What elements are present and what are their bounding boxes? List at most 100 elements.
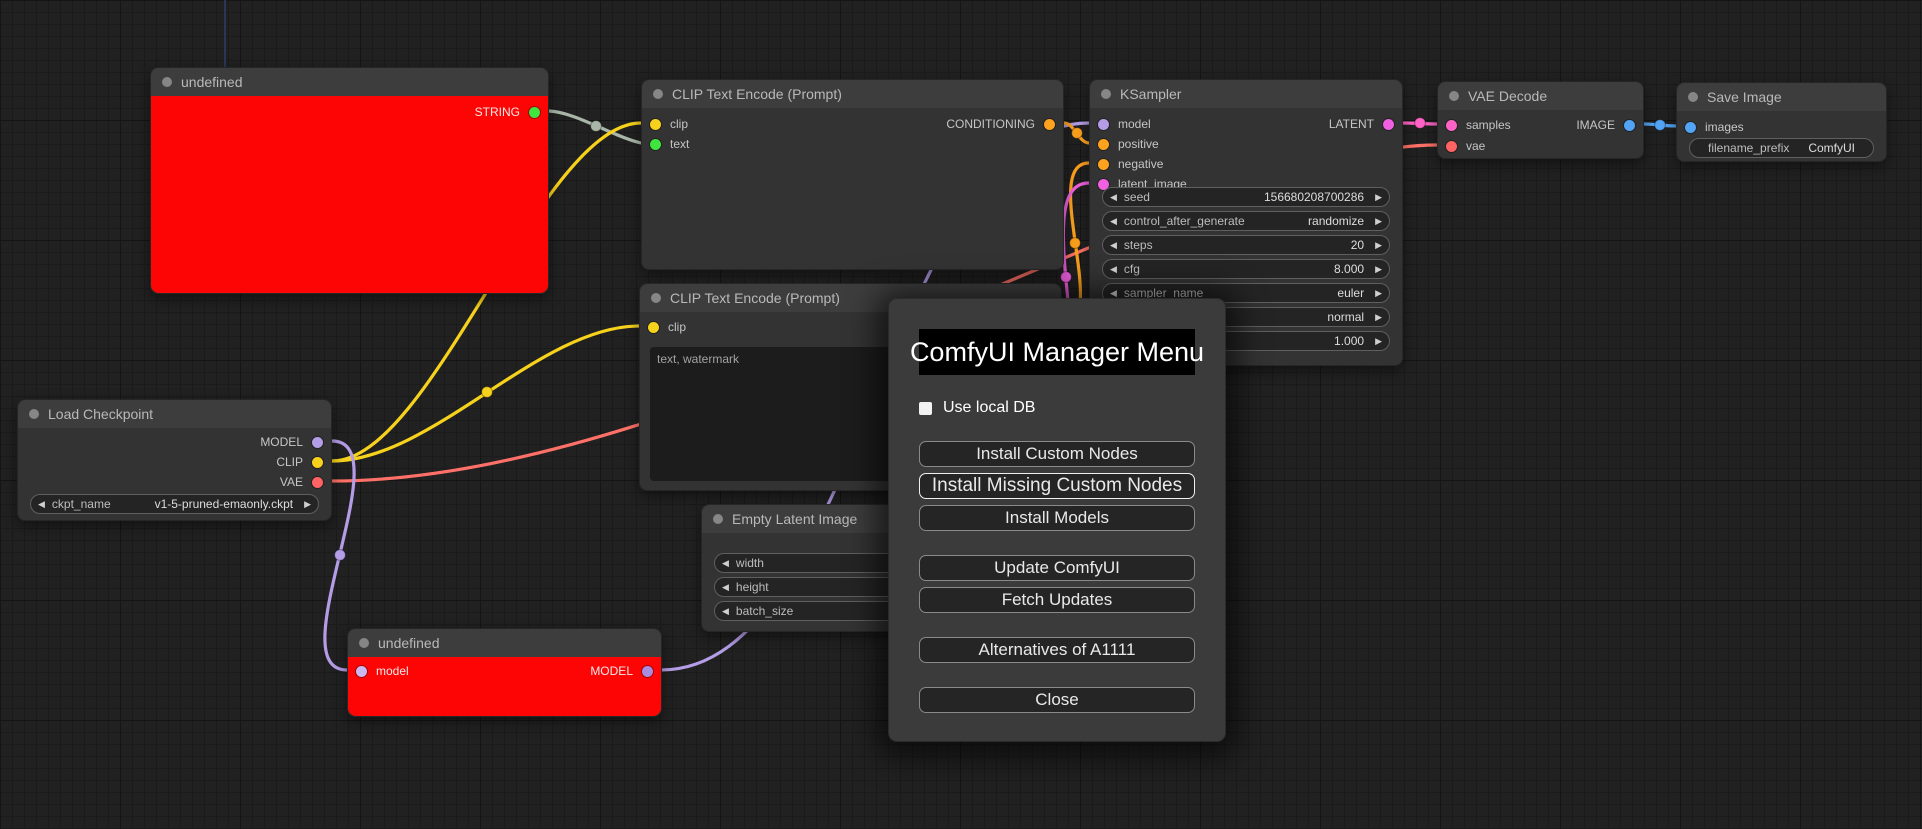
load-checkpoint-node-output-VAE[interactable]: VAE (18, 474, 331, 490)
output-port-dot[interactable] (642, 665, 653, 677)
vae-decode-node-output-IMAGE[interactable]: IMAGE (1438, 117, 1643, 133)
vae-decode-node-input-samples[interactable]: samples (1438, 117, 1643, 133)
widget-increment-icon[interactable]: ▶ (1375, 191, 1382, 202)
input-port-dot[interactable] (650, 138, 661, 150)
widget-increment-icon[interactable]: ▶ (1375, 239, 1382, 250)
node-titlebar[interactable]: undefined (348, 629, 661, 657)
save-image-node-widget-filename_prefix[interactable]: filename_prefix ComfyUI (1689, 138, 1874, 158)
load-checkpoint-node[interactable]: Load Checkpoint MODEL CLIP VAE ◀ ckpt_name v1-… (17, 399, 332, 521)
node-titlebar[interactable]: Load Checkpoint (18, 400, 331, 428)
undefined-node-top-output-STRING[interactable]: STRING (151, 104, 548, 120)
node-collapse-dot[interactable] (651, 293, 661, 303)
wire-latent-to-latent-image-reroute-dot[interactable] (1060, 271, 1072, 283)
clip-text-encode-positive-input-clip[interactable]: clip (642, 116, 1063, 132)
widget-increment-icon[interactable]: ▶ (1375, 335, 1382, 346)
node-collapse-dot[interactable] (1101, 89, 1111, 99)
input-port-dot[interactable] (648, 321, 659, 333)
input-port-dot[interactable] (1685, 121, 1696, 133)
vae-decode-node[interactable]: VAE Decode samples vae IMAGE (1437, 81, 1644, 159)
clip-text-encode-positive-input-text[interactable]: text (642, 136, 1063, 152)
install-custom-nodes-button[interactable]: Install Custom Nodes (919, 441, 1195, 467)
undefined-node-bottom-output-MODEL[interactable]: MODEL (348, 663, 661, 679)
input-port-dot[interactable] (1446, 119, 1457, 131)
input-port-dot[interactable] (1098, 138, 1109, 150)
output-port-dot[interactable] (312, 436, 323, 448)
install-missing-custom-nodes-button[interactable]: Install Missing Custom Nodes (919, 473, 1195, 499)
update-comfyui-button[interactable]: Update ComfyUI (919, 555, 1195, 581)
node-titlebar[interactable]: Save Image (1677, 83, 1886, 111)
wire-conditioning-to-positive-reroute-dot[interactable] (1071, 127, 1083, 139)
clip-text-encode-negative-input-clip[interactable]: clip (640, 319, 1061, 335)
input-port-dot[interactable] (1098, 178, 1109, 190)
widget-decrement-icon[interactable]: ◀ (1110, 263, 1117, 274)
ksampler-node-output-LATENT[interactable]: LATENT (1090, 116, 1402, 132)
ksampler-node-widget-control_after_generate[interactable]: ◀ control_after_generate randomize ▶ (1102, 211, 1390, 231)
widget-decrement-icon[interactable]: ◀ (1110, 191, 1117, 202)
widget-decrement-icon[interactable]: ◀ (722, 557, 729, 568)
input-port-dot[interactable] (650, 118, 661, 130)
load-checkpoint-node-widget-ckpt_name[interactable]: ◀ ckpt_name v1-5-pruned-emaonly.ckpt ▶ (30, 494, 319, 514)
input-port-dot[interactable] (1446, 140, 1457, 152)
widget-decrement-icon[interactable]: ◀ (722, 605, 729, 616)
node-titlebar[interactable]: undefined (151, 68, 548, 96)
node-collapse-dot[interactable] (653, 89, 663, 99)
output-port-dot[interactable] (1383, 118, 1394, 130)
wire-conditioning-to-negative-reroute-dot[interactable] (1069, 237, 1081, 249)
vae-decode-node-input-vae[interactable]: vae (1438, 138, 1643, 154)
close-button[interactable]: Close (919, 687, 1195, 713)
save-image-node[interactable]: Save Image images filename_prefix ComfyUI (1676, 82, 1887, 162)
ksampler-node-input-negative[interactable]: negative (1090, 156, 1402, 172)
clip-text-encode-positive[interactable]: CLIP Text Encode (Prompt) clip text CONDITI… (641, 79, 1064, 270)
output-port-dot[interactable] (312, 456, 323, 468)
ksampler-node-widget-seed[interactable]: ◀ seed 156680208700286 ▶ (1102, 187, 1390, 207)
node-titlebar[interactable]: KSampler (1090, 80, 1402, 108)
ksampler-node-input-model[interactable]: model (1090, 116, 1402, 132)
output-port-dot[interactable] (312, 476, 323, 488)
save-image-node-input-images[interactable]: images (1677, 119, 1886, 135)
ksampler-node-widget-cfg[interactable]: ◀ cfg 8.000 ▶ (1102, 259, 1390, 279)
output-port-dot[interactable] (1624, 119, 1635, 131)
input-port-dot[interactable] (1098, 158, 1109, 170)
fetch-updates-button[interactable]: Fetch Updates (919, 587, 1195, 613)
wire-image-to-images-reroute-dot[interactable] (1654, 119, 1666, 131)
undefined-node-bottom-input-model[interactable]: model (348, 663, 661, 679)
node-collapse-dot[interactable] (1449, 91, 1459, 101)
widget-decrement-icon[interactable]: ◀ (722, 581, 729, 592)
node-collapse-dot[interactable] (713, 514, 723, 524)
widget-increment-icon[interactable]: ▶ (1375, 287, 1382, 298)
load-checkpoint-node-output-CLIP[interactable]: CLIP (18, 454, 331, 470)
input-port-dot[interactable] (356, 665, 367, 677)
widget-increment-icon[interactable]: ▶ (1375, 311, 1382, 322)
input-port-dot[interactable] (1098, 118, 1109, 130)
clip-text-encode-positive-output-CONDITIONING[interactable]: CONDITIONING (642, 116, 1063, 132)
wire-string-to-text-reroute-dot[interactable] (590, 120, 602, 132)
output-port-dot[interactable] (1044, 118, 1055, 130)
node-titlebar[interactable]: CLIP Text Encode (Prompt) (640, 284, 1061, 312)
node-titlebar[interactable]: CLIP Text Encode (Prompt) (642, 80, 1063, 108)
node-collapse-dot[interactable] (162, 77, 172, 87)
load-checkpoint-node-output-MODEL[interactable]: MODEL (18, 434, 331, 450)
wire-clip-to-negative-clip-reroute-dot[interactable] (481, 386, 493, 398)
widget-increment-icon[interactable]: ▶ (1375, 215, 1382, 226)
wire-latent-to-samples-reroute-dot[interactable] (1414, 117, 1426, 129)
widget-decrement-icon[interactable]: ◀ (38, 498, 45, 509)
widget-decrement-icon[interactable]: ◀ (1110, 287, 1117, 298)
node-collapse-dot[interactable] (1688, 92, 1698, 102)
ksampler-node-input-positive[interactable]: positive (1090, 136, 1402, 152)
use-local-db-row[interactable]: Use local DB (919, 399, 1195, 417)
node-titlebar[interactable]: VAE Decode (1438, 82, 1643, 110)
widget-increment-icon[interactable]: ▶ (1375, 263, 1382, 274)
undefined-node-top[interactable]: undefined STRING (150, 67, 549, 294)
ksampler-node-widget-steps[interactable]: ◀ steps 20 ▶ (1102, 235, 1390, 255)
widget-increment-icon[interactable]: ▶ (304, 498, 311, 509)
use-local-db-checkbox[interactable] (919, 401, 932, 415)
alternatives-of-a1111-button[interactable]: Alternatives of A1111 (919, 637, 1195, 663)
undefined-node-bottom[interactable]: undefined model MODEL (347, 628, 662, 717)
output-port-dot[interactable] (529, 106, 540, 118)
widget-decrement-icon[interactable]: ◀ (1110, 239, 1117, 250)
install-models-button[interactable]: Install Models (919, 505, 1195, 531)
widget-decrement-icon[interactable]: ◀ (1110, 215, 1117, 226)
wire-model-to-undefined-reroute-dot[interactable] (334, 549, 346, 561)
node-collapse-dot[interactable] (29, 409, 39, 419)
node-collapse-dot[interactable] (359, 638, 369, 648)
